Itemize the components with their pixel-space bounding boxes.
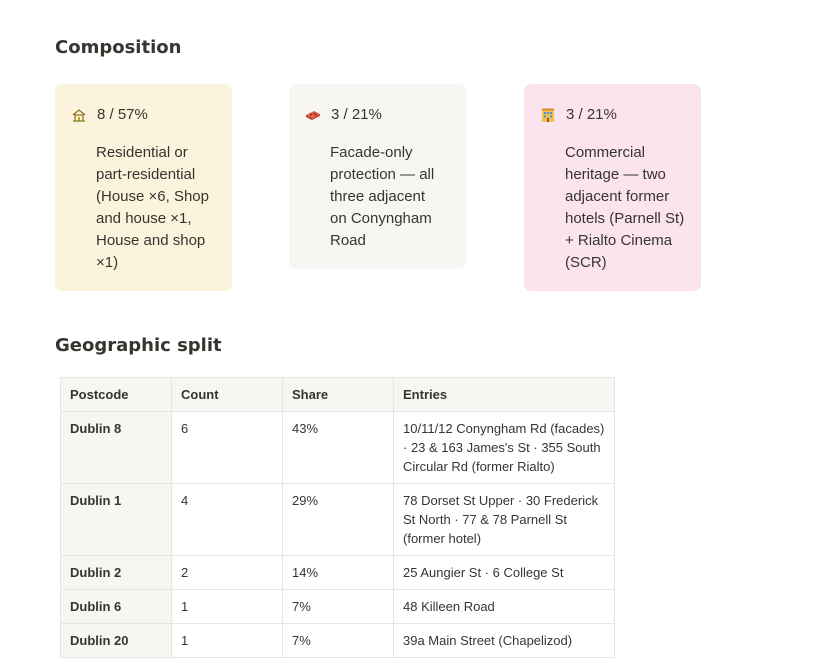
card-description: Commercial heritage — two adjacent forme… bbox=[565, 144, 685, 271]
brick-icon bbox=[305, 107, 321, 123]
table-row: Dublin 2 2 14% 25 Aungier St · 6 College… bbox=[60, 555, 615, 590]
postcode-cell: Dublin 6 bbox=[60, 589, 172, 624]
table-header-row: Postcode Count Share Entries bbox=[60, 377, 615, 412]
entries-cell: 25 Aungier St · 6 College St bbox=[393, 555, 615, 590]
house-icon bbox=[71, 107, 87, 123]
column-header-entries: Entries bbox=[393, 377, 615, 412]
postcode-cell: Dublin 8 bbox=[60, 411, 172, 484]
geographic-split-heading: Geographic split bbox=[55, 335, 222, 356]
share-cell: 7% bbox=[282, 623, 394, 658]
entries-cell: 48 Killeen Road bbox=[393, 589, 615, 624]
card-stat: 3 / 21% bbox=[331, 106, 382, 123]
share-cell: 43% bbox=[282, 411, 394, 484]
entries-cell: 10/11/12 Conyngham Rd (facades) · 23 & 1… bbox=[393, 411, 615, 484]
card-stat: 3 / 21% bbox=[566, 106, 617, 123]
column-header-count: Count bbox=[171, 377, 283, 412]
column-header-postcode: Postcode bbox=[60, 377, 172, 412]
count-cell: 1 bbox=[171, 589, 283, 624]
table-row: Dublin 8 6 43% 10/11/12 Conyngham Rd (fa… bbox=[60, 411, 615, 484]
postcode-cell: Dublin 2 bbox=[60, 555, 172, 590]
share-cell: 14% bbox=[282, 555, 394, 590]
postcode-cell: Dublin 20 bbox=[60, 623, 172, 658]
hotel-icon bbox=[540, 107, 556, 123]
count-cell: 6 bbox=[171, 411, 283, 484]
share-cell: 29% bbox=[282, 483, 394, 556]
table-row: Dublin 1 4 29% 78 Dorset St Upper · 30 F… bbox=[60, 483, 615, 556]
card-description: Facade-only protection — all three adjac… bbox=[330, 144, 435, 249]
table-row: Dublin 6 1 7% 48 Killeen Road bbox=[60, 589, 615, 624]
table-row: Dublin 20 1 7% 39a Main Street (Chapeliz… bbox=[60, 623, 615, 658]
composition-heading: Composition bbox=[55, 37, 182, 58]
geographic-split-table: Postcode Count Share Entries Dublin 8 6 … bbox=[60, 377, 615, 658]
composition-card-facade: 3 / 21% Facade-only protection — all thr… bbox=[289, 84, 466, 269]
column-header-share: Share bbox=[282, 377, 394, 412]
entries-cell: 78 Dorset St Upper · 30 Frederick St Nor… bbox=[393, 483, 615, 556]
count-cell: 1 bbox=[171, 623, 283, 658]
share-cell: 7% bbox=[282, 589, 394, 624]
composition-card-commercial: 3 / 21% Commercial heritage — two adjace… bbox=[524, 84, 701, 291]
count-cell: 4 bbox=[171, 483, 283, 556]
card-stat: 8 / 57% bbox=[97, 106, 148, 123]
entries-cell: 39a Main Street (Chapelizod) bbox=[393, 623, 615, 658]
card-description: Residential or part-residential (House ×… bbox=[96, 144, 209, 271]
composition-card-residential: 8 / 57% Residential or part-residential … bbox=[55, 84, 232, 291]
count-cell: 2 bbox=[171, 555, 283, 590]
postcode-cell: Dublin 1 bbox=[60, 483, 172, 556]
